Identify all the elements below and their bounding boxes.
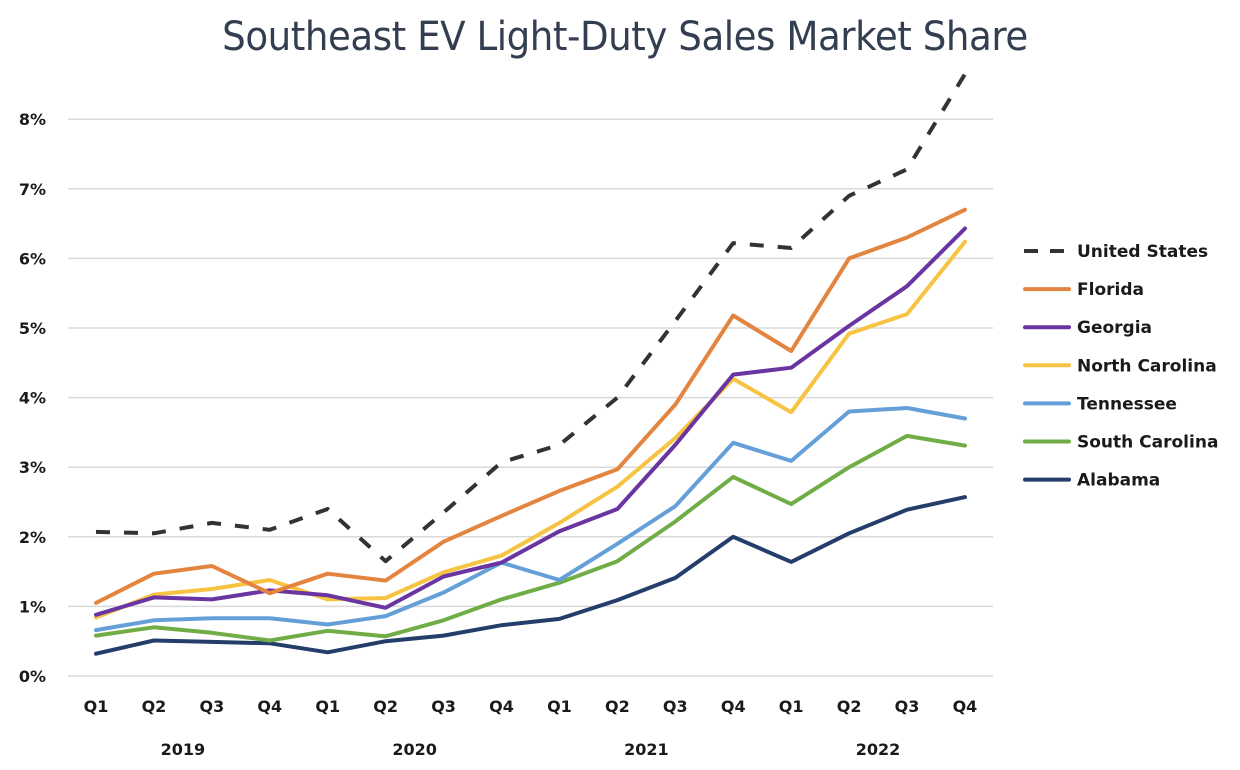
series-line-florida: [94, 207, 967, 605]
x-tick-label: Q3: [431, 697, 456, 716]
y-tick-label: 8%: [19, 110, 46, 129]
y-tick-label: 0%: [19, 667, 46, 686]
x-tick-label: Q2: [605, 697, 630, 716]
series-line-alabama: [94, 495, 967, 656]
legend: United States Florida Georgia North Carolin…: [1023, 242, 1218, 491]
legend-label-alabama: Alabama: [1077, 471, 1160, 491]
y-tick-label: 6%: [19, 249, 46, 268]
x-tick-label: Q3: [895, 697, 920, 716]
x-tick-label: Q3: [663, 697, 688, 716]
legend-label-north-carolina: North Carolina: [1077, 356, 1217, 376]
year-label: 2019: [161, 740, 206, 759]
series-line-tennessee: [94, 406, 967, 633]
y-tick-label: 5%: [19, 319, 46, 338]
x-tick-label: Q1: [84, 697, 109, 716]
legend-label-south-carolina: South Carolina: [1077, 433, 1218, 453]
gridlines: [68, 118, 993, 677]
x-tick-label: Q2: [837, 697, 862, 716]
x-tick-label: Q4: [257, 697, 282, 716]
legend-label-united-states: United States: [1077, 242, 1208, 262]
x-axis: Q1 Q2 Q3 Q4 Q1 Q2 Q3 Q4 Q1 Q2 Q3 Q4 Q1 Q2 Q3 Q4 2019 2020…: [84, 697, 978, 759]
y-tick-label: 4%: [19, 389, 46, 408]
x-tick-label: Q1: [315, 697, 340, 716]
x-tick-label: Q4: [721, 697, 746, 716]
y-tick-label: 2%: [19, 528, 46, 547]
x-tick-label: Q2: [373, 697, 398, 716]
series-line-united-states: [95, 72, 967, 564]
y-tick-label: 7%: [19, 180, 46, 199]
series-line-north-carolina: [94, 239, 967, 620]
x-tick-label: Q3: [199, 697, 224, 716]
legend-label-florida: Florida: [1077, 280, 1144, 300]
series-lines: [94, 72, 967, 656]
year-label: 2022: [856, 740, 901, 759]
chart-title: Southeast EV Light-Duty Sales Market Sha…: [222, 14, 1028, 60]
y-tick-label: 3%: [19, 458, 46, 477]
x-tick-label: Q4: [489, 697, 514, 716]
x-tick-label: Q4: [953, 697, 978, 716]
series-line-south-carolina: [94, 433, 967, 643]
y-axis: 0% 1% 2% 3% 4% 5% 6% 7% 8%: [19, 110, 46, 686]
series-line-georgia: [94, 226, 967, 617]
y-tick-label: 1%: [19, 597, 46, 616]
x-tick-label: Q2: [142, 697, 167, 716]
x-tick-label: Q1: [779, 697, 804, 716]
legend-label-georgia: Georgia: [1077, 318, 1152, 338]
x-tick-label: Q1: [547, 697, 572, 716]
year-label: 2020: [392, 740, 437, 759]
year-label: 2021: [624, 740, 669, 759]
legend-label-tennessee: Tennessee: [1077, 394, 1177, 414]
